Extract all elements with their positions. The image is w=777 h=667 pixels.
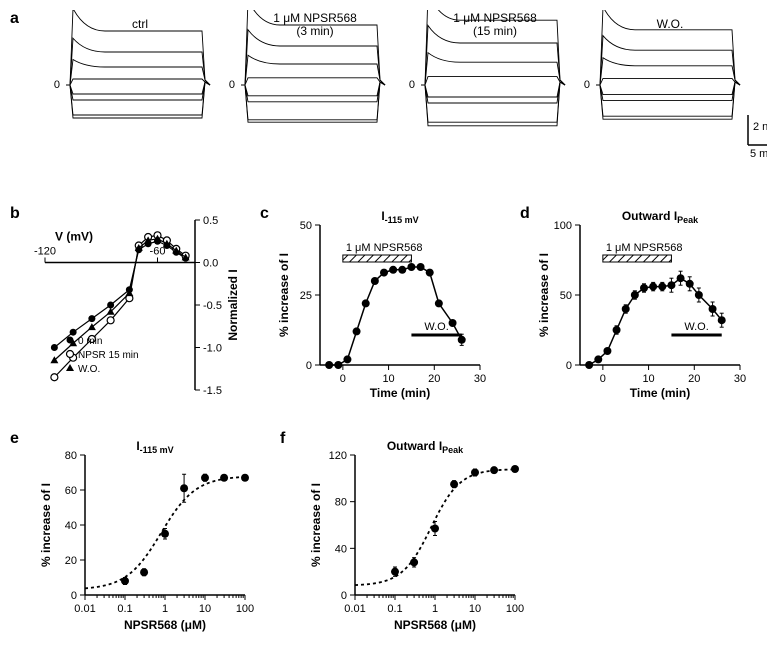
panel-f-plot: 0.01 0.1 1 10 100 0 40 80 120 NPSR568 (μM) % incre… <box>300 430 540 650</box>
svg-text:-120: -120 <box>34 246 56 258</box>
svg-text:W.O.: W.O. <box>424 321 448 333</box>
svg-text:I-115 mV: I-115 mV <box>136 439 173 455</box>
svg-text:0: 0 <box>409 79 415 91</box>
svg-text:1 μM NPSR568: 1 μM NPSR568 <box>453 11 537 25</box>
svg-text:0: 0 <box>341 590 347 602</box>
svg-text:NPSR568 (μM): NPSR568 (μM) <box>124 618 206 632</box>
svg-text:80: 80 <box>65 450 77 462</box>
svg-text:0: 0 <box>600 373 606 385</box>
panel-b-label: b <box>10 205 20 223</box>
svg-text:30: 30 <box>474 373 486 385</box>
svg-text:-1.5: -1.5 <box>203 385 222 397</box>
panel-c-plot: 0 10 20 30 0 25 50 Time (min) % increase of I I-1… <box>270 205 500 415</box>
svg-text:-0.5: -0.5 <box>203 300 222 312</box>
svg-text:Outward IPeak: Outward IPeak <box>622 209 699 225</box>
svg-text:Time (min): Time (min) <box>630 386 690 400</box>
panel-a-traces: ctrl01 μM NPSR568(3 min)01 μM NPSR568(15… <box>10 10 767 180</box>
svg-text:60: 60 <box>65 485 77 497</box>
svg-text:0.0: 0.0 <box>203 258 218 270</box>
svg-text:1 μM NPSR568: 1 μM NPSR568 <box>606 242 683 254</box>
svg-text:2 nA: 2 nA <box>753 121 767 133</box>
svg-text:120: 120 <box>329 450 347 462</box>
svg-text:30: 30 <box>734 373 746 385</box>
svg-text:(3 min): (3 min) <box>296 24 333 38</box>
svg-text:100: 100 <box>236 603 254 615</box>
svg-text:10: 10 <box>642 373 654 385</box>
svg-text:10: 10 <box>469 603 481 615</box>
svg-text:W.O.: W.O. <box>684 321 708 333</box>
svg-text:80: 80 <box>335 497 347 509</box>
svg-text:0: 0 <box>340 373 346 385</box>
svg-text:-60: -60 <box>150 246 166 258</box>
svg-text:(15 min): (15 min) <box>473 24 517 38</box>
svg-text:% increase of I: % increase of I <box>39 483 53 567</box>
svg-text:20: 20 <box>65 555 77 567</box>
svg-text:0.01: 0.01 <box>344 603 365 615</box>
svg-text:100: 100 <box>554 220 572 232</box>
svg-text:I-115 mV: I-115 mV <box>381 209 418 225</box>
panel-d-plot: 0 10 20 30 0 50 100 Time (min) % increase of I Ou… <box>530 205 760 415</box>
svg-text:20: 20 <box>428 373 440 385</box>
svg-text:0: 0 <box>229 79 235 91</box>
svg-text:0.1: 0.1 <box>117 603 132 615</box>
svg-text:1: 1 <box>432 603 438 615</box>
svg-text:0: 0 <box>306 360 312 372</box>
svg-text:0: 0 <box>71 590 77 602</box>
panel-c-label: c <box>260 205 269 223</box>
svg-text:% increase of I: % increase of I <box>537 253 551 337</box>
svg-text:0 min: 0 min <box>78 336 102 347</box>
svg-text:Outward IPeak: Outward IPeak <box>387 439 464 455</box>
svg-text:100: 100 <box>506 603 524 615</box>
figure-root: a ctrl01 μM NPSR568(3 min)01 μM NPSR568(… <box>10 10 767 657</box>
svg-text:50: 50 <box>300 220 312 232</box>
svg-text:25: 25 <box>300 290 312 302</box>
svg-text:20: 20 <box>688 373 700 385</box>
svg-text:-1.0: -1.0 <box>203 343 222 355</box>
svg-text:W.O.: W.O. <box>78 364 100 375</box>
svg-text:W.O.: W.O. <box>657 17 684 31</box>
svg-text:1 μM NPSR568: 1 μM NPSR568 <box>273 11 357 25</box>
svg-text:Normalized I: Normalized I <box>226 269 240 340</box>
svg-text:0.5: 0.5 <box>203 215 218 227</box>
svg-text:10: 10 <box>199 603 211 615</box>
svg-text:ctrl: ctrl <box>132 17 148 31</box>
panel-e-label: e <box>10 430 19 448</box>
svg-text:% increase of I: % increase of I <box>277 253 291 337</box>
panel-e-plot: 0.01 0.1 1 10 100 0 20 40 60 80 NPSR568 (μM) % incr… <box>30 430 270 650</box>
svg-text:Time (min): Time (min) <box>370 386 430 400</box>
svg-text:0: 0 <box>54 79 60 91</box>
svg-text:0: 0 <box>566 360 572 372</box>
svg-text:10: 10 <box>382 373 394 385</box>
svg-text:0.01: 0.01 <box>74 603 95 615</box>
svg-text:50: 50 <box>560 290 572 302</box>
svg-text:40: 40 <box>65 520 77 532</box>
svg-text:1: 1 <box>162 603 168 615</box>
svg-text:% increase of I: % increase of I <box>309 483 323 567</box>
panel-f-label: f <box>280 430 285 448</box>
svg-text:0.1: 0.1 <box>387 603 402 615</box>
svg-text:0: 0 <box>584 79 590 91</box>
svg-text:NPSR568 (μM): NPSR568 (μM) <box>394 618 476 632</box>
svg-text:V (mV): V (mV) <box>55 230 93 244</box>
panel-d-label: d <box>520 205 530 223</box>
svg-text:5 ms: 5 ms <box>750 148 767 160</box>
svg-text:1 μM NPSR568: 1 μM NPSR568 <box>346 242 423 254</box>
svg-text:40: 40 <box>335 543 347 555</box>
svg-text:NPSR 15 min: NPSR 15 min <box>78 350 139 361</box>
panel-b-plot: 0.5 0.0 -0.5 -1.0 -1.5 -120 -60 V (mV) Normalize… <box>30 205 240 415</box>
